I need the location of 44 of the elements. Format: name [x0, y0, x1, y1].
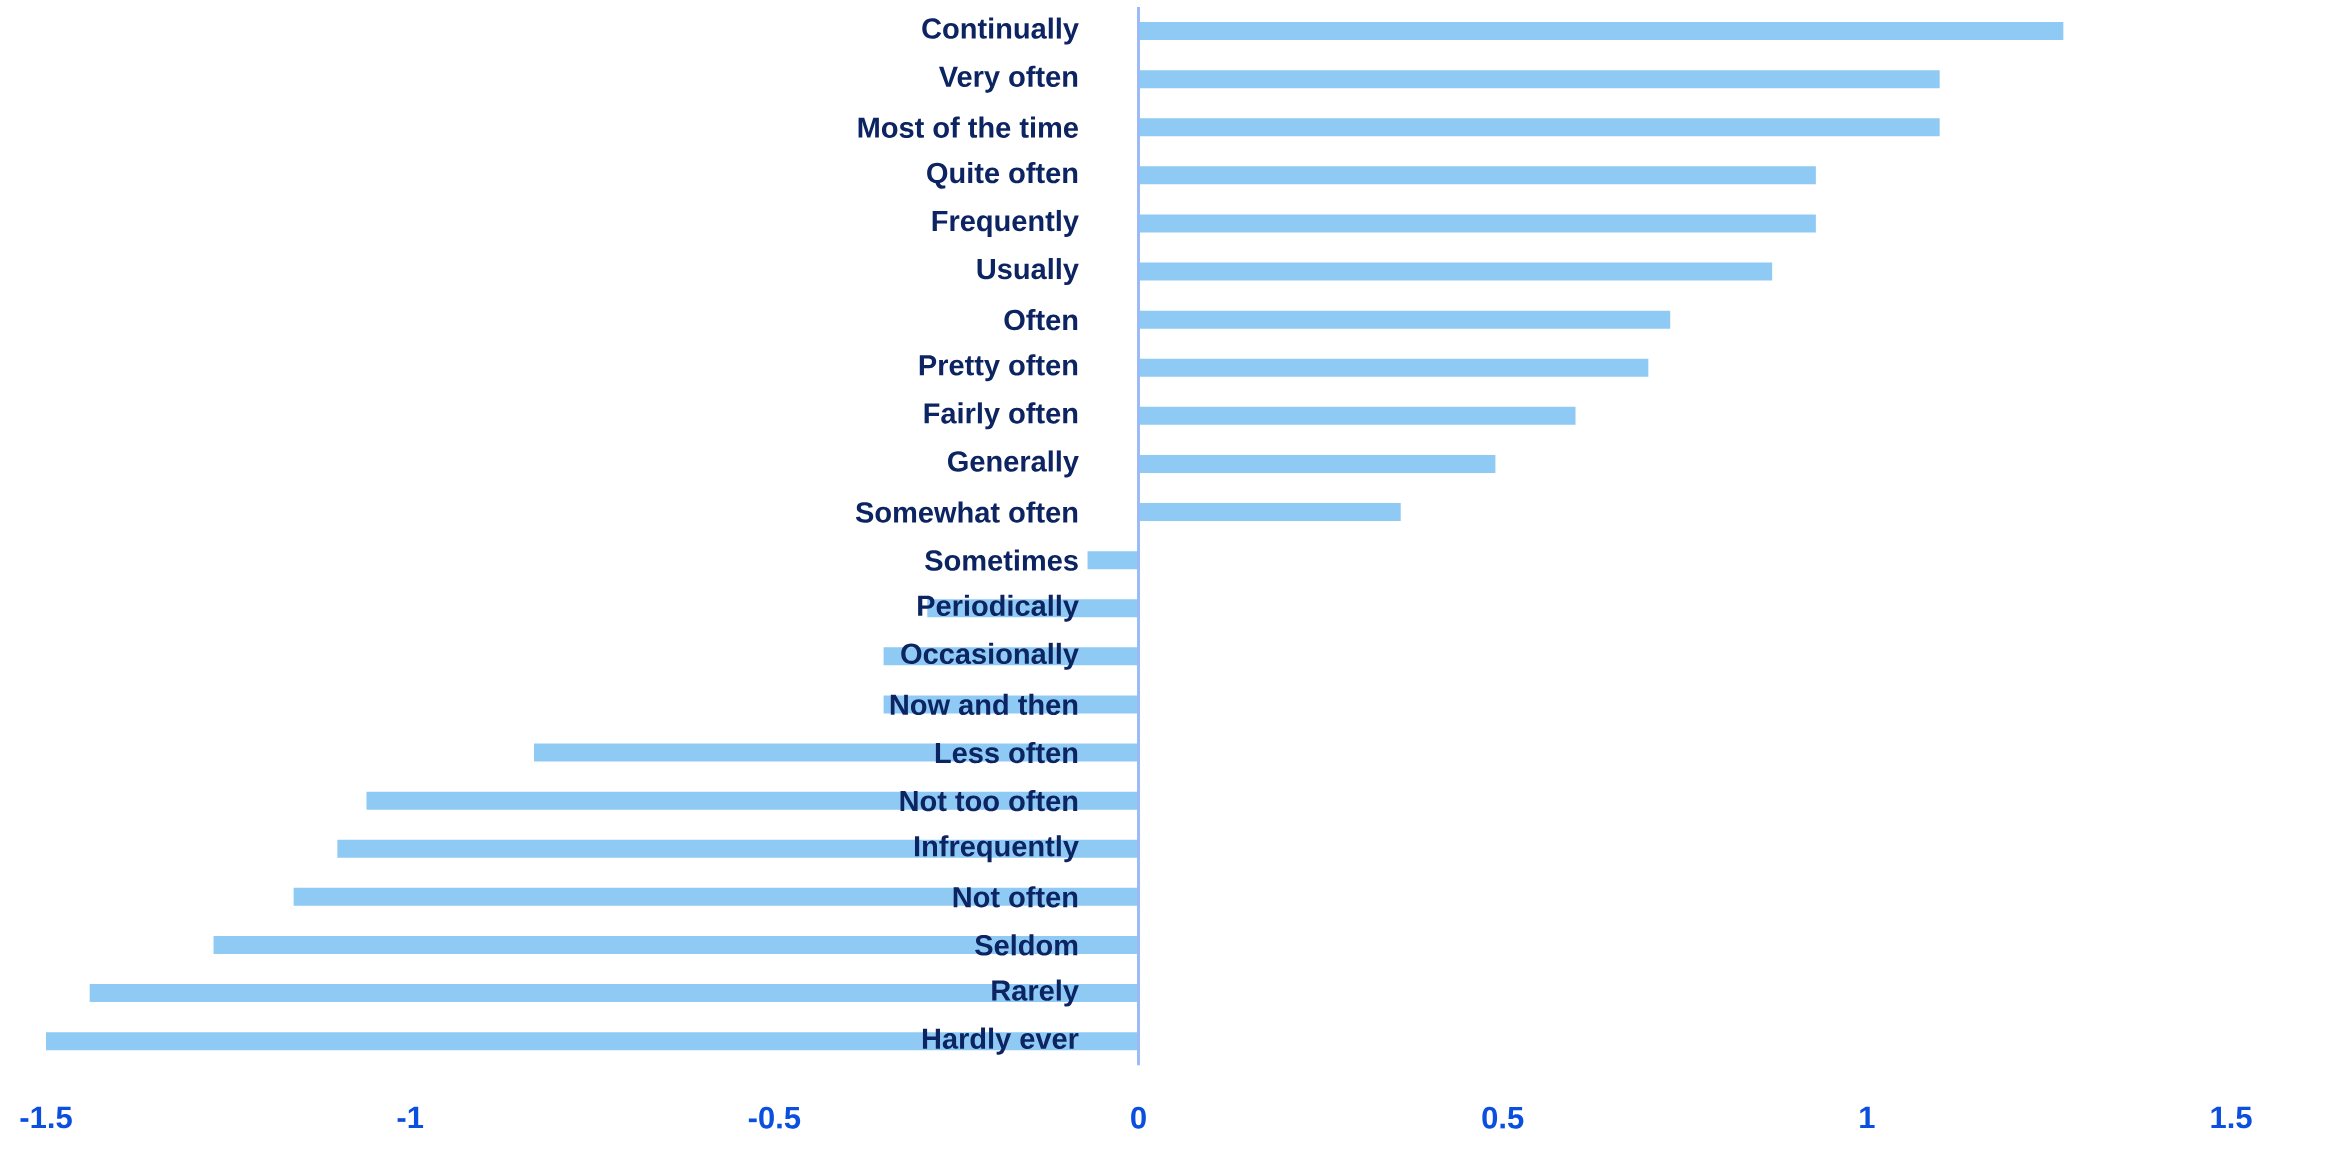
- y-tick-label: Rarely: [992, 979, 1079, 1007]
- y-tick-label: Usually: [977, 258, 1079, 286]
- y-tick-label: Often: [1004, 309, 1078, 331]
- y-tick-label: Somewhat often: [855, 501, 1078, 523]
- x-tick-label: 1.5: [2211, 1106, 2252, 1129]
- bar: [1138, 214, 1816, 233]
- bar: [1138, 22, 2064, 41]
- bar: [1138, 406, 1576, 425]
- y-tick-label: Occasionally: [901, 642, 1079, 670]
- bar: [1138, 118, 1940, 137]
- y-tick-label: Pretty often: [919, 354, 1078, 382]
- x-tick-label: 0.5: [1482, 1106, 1524, 1129]
- bar: [1138, 454, 1496, 473]
- bar: [1138, 70, 1940, 89]
- y-tick-label: Infrequently: [914, 835, 1079, 863]
- y-tick-label: Sometimes: [925, 549, 1078, 571]
- bar: [293, 887, 1139, 906]
- y-tick-label: Most of the time: [858, 116, 1078, 138]
- x-tick-label: -1.5: [20, 1106, 72, 1129]
- bar: [1138, 262, 1773, 281]
- x-tick-label: -1: [397, 1106, 424, 1129]
- y-tick-label: Fairly often: [924, 402, 1078, 430]
- x-tick-label: 1: [1860, 1106, 1875, 1129]
- bar: [1138, 503, 1401, 522]
- x-tick-label: -0.5: [748, 1106, 801, 1129]
- y-tick-label: Very often: [938, 65, 1078, 93]
- y-tick-label: Not too often: [900, 789, 1078, 812]
- y-tick-label: Now and then: [890, 693, 1078, 716]
- x-tick-label: 0: [1131, 1106, 1146, 1129]
- y-tick-label: Less often: [935, 741, 1078, 764]
- bar: [533, 743, 1139, 762]
- y-tick-label: Not often: [953, 886, 1078, 908]
- y-tick-label: Frequently: [932, 209, 1079, 237]
- bar: [1138, 166, 1816, 185]
- bar: [1138, 358, 1649, 377]
- y-tick-label: Hardly ever: [922, 1027, 1079, 1055]
- y-tick-label: Seldom: [975, 934, 1078, 956]
- y-tick-label: Generally: [947, 450, 1079, 478]
- bar: [1087, 551, 1139, 570]
- bar: [213, 935, 1139, 954]
- bar: [366, 791, 1139, 810]
- y-tick-label: Quite often: [927, 161, 1078, 189]
- y-tick-label: Continually: [922, 17, 1079, 45]
- bar: [1138, 310, 1671, 329]
